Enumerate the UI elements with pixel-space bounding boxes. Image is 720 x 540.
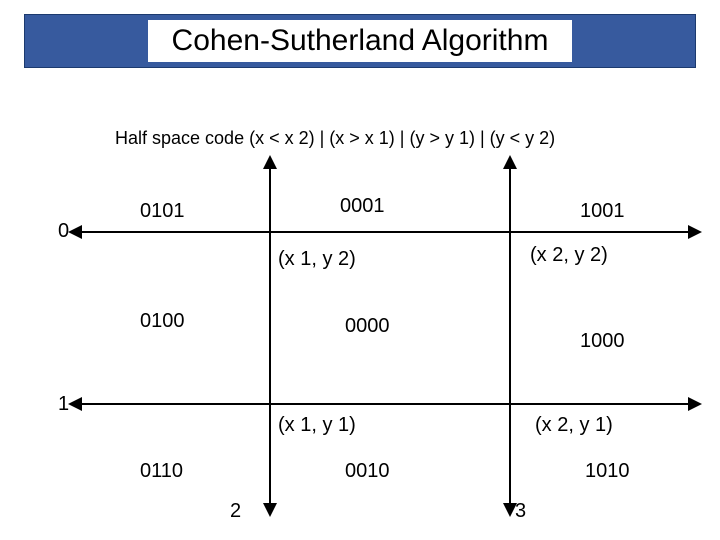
corner-bot-right: (x 2, y 1) — [535, 414, 613, 437]
corner-bot-left: (x 1, y 1) — [278, 414, 356, 437]
code-top-left: 0101 — [140, 200, 185, 223]
code-mid-mid: 0000 — [345, 315, 390, 338]
region-diagram — [0, 0, 720, 540]
code-bot-right: 1010 — [585, 460, 630, 483]
bit-0: 0 — [58, 220, 69, 243]
corner-top-right: (x 2, y 2) — [530, 244, 608, 267]
code-bot-left: 0110 — [140, 460, 183, 483]
code-top-right: 1001 — [580, 200, 625, 223]
bit-2: 2 — [230, 500, 241, 523]
code-mid-left: 0100 — [140, 310, 185, 333]
code-top-mid: 0001 — [340, 195, 385, 218]
bit-1: 1 — [58, 393, 69, 416]
code-bot-mid: 0010 — [345, 460, 390, 483]
corner-top-left: (x 1, y 2) — [278, 248, 356, 271]
bit-3: 3 — [515, 500, 526, 523]
code-mid-right: 1000 — [580, 330, 625, 353]
